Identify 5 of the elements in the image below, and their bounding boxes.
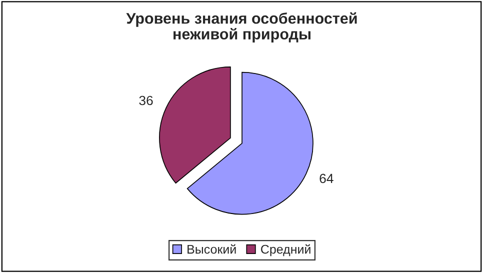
legend-label: Средний (261, 244, 310, 256)
data-label: 36 (139, 96, 153, 106)
legend-label: Высокий (188, 244, 236, 254)
chart-title: Уровень знания особенностей неживой природы (126, 12, 357, 42)
data-label: 64 (320, 174, 334, 184)
